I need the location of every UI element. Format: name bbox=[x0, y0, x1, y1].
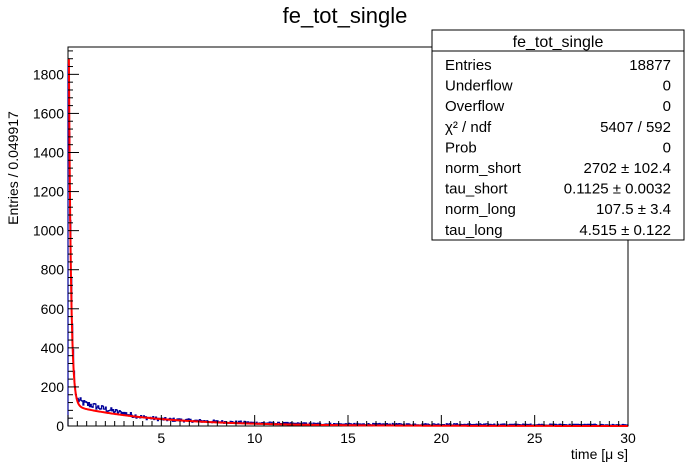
stats-label: Overflow bbox=[445, 98, 504, 115]
y-tick-label: 0 bbox=[56, 418, 64, 434]
chart-title: fe_tot_single bbox=[283, 3, 408, 28]
stats-label: norm_long bbox=[445, 201, 516, 218]
y-tick-label: 200 bbox=[41, 379, 65, 395]
x-axis-label: time [μ s] bbox=[571, 446, 628, 462]
y-tick-label: 800 bbox=[41, 262, 65, 278]
stats-value: 18877 bbox=[629, 57, 671, 74]
stats-label: χ² / ndf bbox=[445, 119, 492, 136]
y-tick-label: 1600 bbox=[33, 105, 64, 121]
y-tick-label: 400 bbox=[41, 340, 65, 356]
axis-ticks: 5 10 15 20 25 30 0 200 400 600 800 1000 1200 1400 1600… bbox=[33, 50, 636, 446]
y-tick-label: 1200 bbox=[33, 184, 64, 200]
stats-title: fe_tot_single bbox=[513, 34, 604, 51]
stats-box: fe_tot_single Entries 18877 Underflow 0 Overf… bbox=[431, 29, 685, 241]
stats-value: 0.1125 ± 0.0032 bbox=[564, 181, 671, 198]
stats-value: 0 bbox=[663, 78, 671, 95]
stats-value: 5407 / 592 bbox=[600, 119, 671, 136]
x-tick-label: 15 bbox=[340, 430, 356, 446]
y-tick-label: 1800 bbox=[33, 66, 64, 82]
y-tick-label: 600 bbox=[41, 301, 65, 317]
stats-value: 4.515 ± 0.122 bbox=[579, 222, 671, 239]
x-tick-label: 30 bbox=[620, 430, 636, 446]
stats-value: 2702 ± 102.4 bbox=[584, 160, 671, 177]
x-tick-label: 20 bbox=[434, 430, 450, 446]
y-tick-label: 1000 bbox=[33, 223, 64, 239]
stats-frame bbox=[431, 29, 685, 241]
stats-label: Prob bbox=[445, 139, 477, 156]
stats-value: 107.5 ± 3.4 bbox=[596, 201, 671, 218]
x-tick-label: 10 bbox=[247, 430, 263, 446]
x-tick-label: 5 bbox=[157, 430, 165, 446]
stats-value: 0 bbox=[663, 98, 671, 115]
stats-label: Underflow bbox=[445, 78, 513, 95]
stats-label: norm_short bbox=[445, 160, 522, 177]
stats-value: 0 bbox=[663, 139, 671, 156]
stats-label: Entries bbox=[445, 57, 492, 74]
y-tick-label: 1400 bbox=[33, 144, 64, 160]
stats-label: tau_short bbox=[445, 181, 508, 198]
stats-label: tau_long bbox=[445, 222, 503, 239]
y-axis-label: Entries / 0.049917 bbox=[5, 111, 21, 225]
x-tick-label: 25 bbox=[527, 430, 543, 446]
